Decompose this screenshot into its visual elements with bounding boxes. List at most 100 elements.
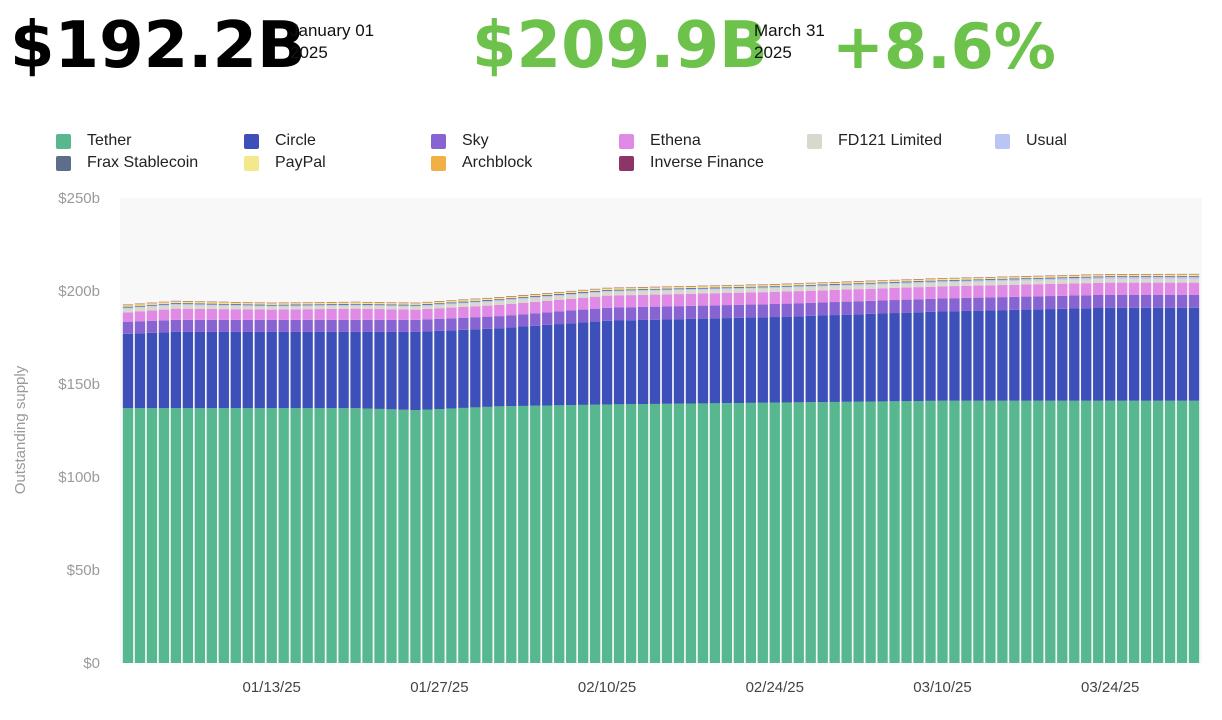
bar-segment (913, 312, 924, 402)
bar-segment (817, 285, 828, 287)
bar-segment (781, 286, 792, 288)
bar-segment (422, 302, 433, 304)
legend-swatch (995, 133, 1010, 149)
bar-segment (254, 302, 265, 304)
bar-segment (853, 281, 864, 283)
bar-segment (410, 410, 421, 663)
bar-segment (901, 299, 912, 313)
bar-segment (1093, 400, 1104, 663)
bar-segment (1081, 400, 1092, 663)
legend-label: Sky (462, 132, 489, 149)
bar-segment (697, 287, 709, 289)
bar-segment (494, 328, 505, 407)
bar-segment (122, 307, 134, 309)
bar-segment (242, 309, 253, 320)
bar-segment (685, 286, 697, 289)
bar-segment (242, 304, 253, 306)
bar-segment (1188, 282, 1200, 295)
bar-segment (985, 297, 996, 311)
bar-segment (302, 304, 313, 306)
bar-segment (625, 290, 637, 292)
bar-segment (973, 280, 984, 282)
bar-segment (577, 297, 589, 310)
bar-segment (733, 285, 745, 287)
legend-swatch (431, 155, 446, 171)
bar-segment (697, 318, 709, 404)
bar-segment (134, 304, 146, 305)
bar-segment (470, 299, 481, 301)
bar-segment (925, 279, 936, 281)
bar-segment (290, 309, 301, 320)
bar-segment (506, 303, 517, 316)
bar-segment (1176, 277, 1188, 279)
bar-segment (1176, 294, 1188, 308)
bar-segment (194, 408, 206, 663)
bar-segment (458, 303, 469, 307)
bar-segment (1021, 280, 1032, 285)
bar-segment (338, 302, 349, 303)
bar-segment (254, 305, 265, 307)
bar-segment (530, 405, 541, 663)
bar-segment (302, 408, 313, 663)
bar-segment (721, 292, 733, 306)
y-tick-label: $200b (58, 283, 100, 300)
bar-segment (817, 302, 828, 316)
bar-segment (446, 301, 457, 303)
bar-segment (398, 319, 409, 332)
bar-segment (470, 301, 481, 303)
bar-segment (1105, 275, 1116, 277)
x-tick-label: 02/10/25 (578, 679, 636, 696)
bar-segment (1033, 284, 1044, 297)
bar-segment (601, 289, 613, 291)
bar-segment (817, 284, 828, 286)
bar-segment (985, 277, 996, 278)
bar-segment (266, 309, 277, 320)
bar-segment (1081, 279, 1092, 284)
bar-segment (961, 285, 972, 298)
bar-segment (745, 286, 756, 288)
bar-segment (170, 301, 182, 303)
bar-segment (374, 319, 385, 332)
bar-segment (1140, 278, 1152, 283)
bar-segment (1152, 282, 1164, 295)
bar-segment (182, 303, 194, 305)
bar-segment (1128, 400, 1140, 663)
bar-segment (853, 289, 864, 302)
bar-segment (266, 306, 277, 310)
bar-segment (1116, 400, 1128, 663)
bar-segment (542, 324, 553, 406)
bar-segment (685, 288, 697, 289)
bar-segment (865, 281, 876, 282)
bar-segment (482, 302, 493, 306)
bar-segment (1045, 275, 1056, 277)
bar-segment (134, 305, 146, 307)
bar-segment (649, 290, 661, 295)
bar-segment (721, 289, 733, 293)
bar-segment (733, 286, 745, 288)
bar-segment (745, 292, 756, 305)
bar-segment (733, 317, 745, 403)
bar-segment (122, 306, 134, 308)
y-tick-label: $150b (58, 376, 100, 393)
bar-segment (805, 290, 816, 303)
bar-segment (326, 302, 337, 305)
bar-segment (853, 284, 864, 286)
bar-segment (314, 331, 325, 409)
bar-segment (1188, 400, 1200, 663)
bar-segment (134, 408, 146, 663)
bar-segment (1057, 295, 1068, 309)
bar-segment (398, 409, 409, 663)
bar-segment (1081, 283, 1092, 296)
bar-segment (853, 282, 864, 284)
bar-segment (494, 299, 505, 301)
bar-segment (625, 291, 637, 296)
bar-segment (1128, 294, 1140, 308)
bar-segment (434, 301, 445, 303)
bar-segment (817, 286, 828, 291)
start-date-year: 2025 (290, 43, 328, 62)
bar-segment (290, 306, 301, 310)
bar-segment (901, 279, 912, 281)
bar-segment (326, 306, 337, 309)
bar-segment (206, 309, 217, 320)
bar-segment (1152, 400, 1164, 663)
